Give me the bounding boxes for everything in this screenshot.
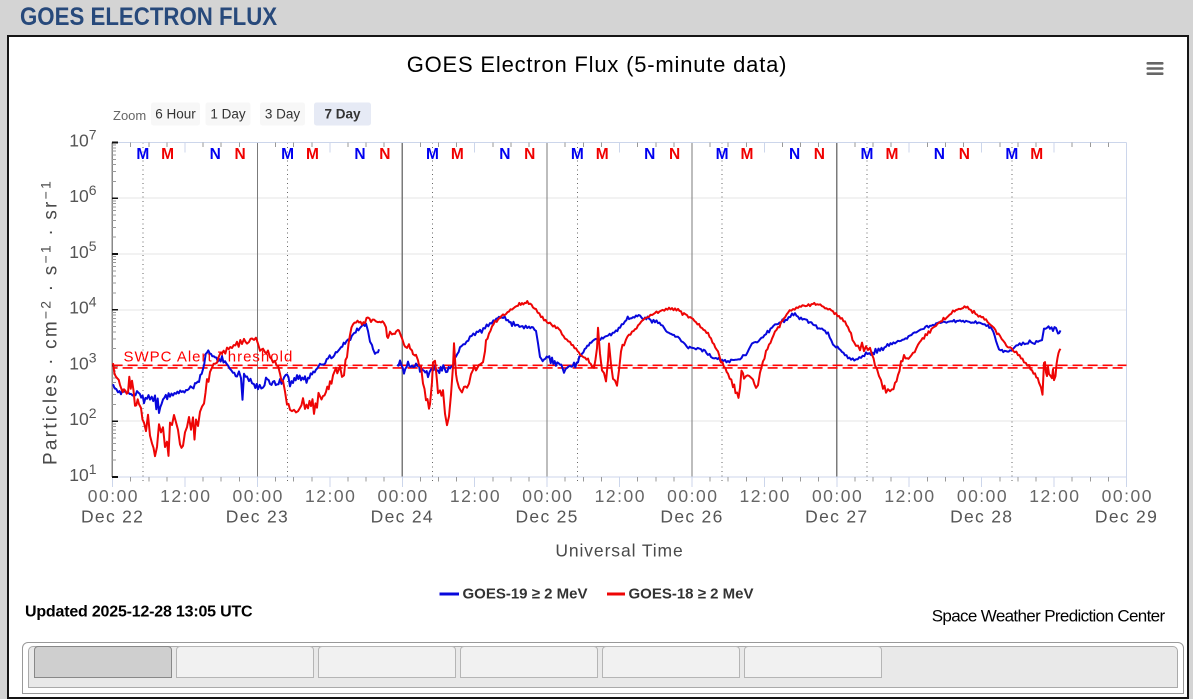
svg-text:3 Day: 3 Day <box>265 107 301 122</box>
svg-text:M: M <box>571 146 584 163</box>
svg-text:101: 101 <box>69 461 96 485</box>
svg-text:N: N <box>210 146 221 163</box>
svg-text:103: 103 <box>69 349 96 373</box>
svg-text:M: M <box>716 146 729 163</box>
svg-text:12:00: 12:00 <box>160 486 211 506</box>
svg-text:Space Weather Prediction Cente: Space Weather Prediction Center <box>932 607 1166 626</box>
svg-text:00:00: 00:00 <box>957 486 1008 506</box>
svg-text:GOES-19 ≥ 2 MeV: GOES-19 ≥ 2 MeV <box>463 586 588 603</box>
svg-text:N: N <box>499 146 510 163</box>
svg-text:Dec 24: Dec 24 <box>371 507 434 527</box>
svg-text:12:00: 12:00 <box>740 486 791 506</box>
svg-text:12:00: 12:00 <box>595 486 646 506</box>
svg-text:Dec 28: Dec 28 <box>950 507 1013 527</box>
svg-text:SWPC Alert Threshold: SWPC Alert Threshold <box>124 349 294 366</box>
svg-text:12:00: 12:00 <box>884 486 935 506</box>
svg-text:12:00: 12:00 <box>305 486 356 506</box>
svg-text:102: 102 <box>69 405 96 429</box>
svg-text:Dec 27: Dec 27 <box>805 507 868 527</box>
svg-text:104: 104 <box>69 294 96 318</box>
svg-text:N: N <box>234 146 245 163</box>
svg-text:M: M <box>136 146 149 163</box>
svg-text:Dec 23: Dec 23 <box>226 507 289 527</box>
svg-text:M: M <box>306 146 319 163</box>
svg-text:Universal Time: Universal Time <box>555 541 683 561</box>
svg-text:N: N <box>354 146 365 163</box>
svg-text:00:00: 00:00 <box>1102 486 1153 506</box>
svg-text:Dec 22: Dec 22 <box>81 507 144 527</box>
svg-text:00:00: 00:00 <box>88 486 139 506</box>
svg-text:00:00: 00:00 <box>812 486 863 506</box>
svg-text:Dec 26: Dec 26 <box>660 507 723 527</box>
svg-text:M: M <box>1005 146 1018 163</box>
svg-text:12:00: 12:00 <box>1029 486 1080 506</box>
svg-text:6 Hour: 6 Hour <box>155 107 196 122</box>
svg-text:N: N <box>524 146 535 163</box>
svg-text:M: M <box>885 146 898 163</box>
svg-text:1 Day: 1 Day <box>210 107 246 122</box>
svg-text:107: 107 <box>69 126 96 150</box>
svg-text:M: M <box>161 146 174 163</box>
svg-text:M: M <box>451 146 464 163</box>
svg-text:00:00: 00:00 <box>522 486 573 506</box>
svg-text:Zoom: Zoom <box>113 108 146 123</box>
svg-text:7 Day: 7 Day <box>324 107 361 122</box>
svg-text:Updated 2025-12-28 13:05 UTC: Updated 2025-12-28 13:05 UTC <box>25 604 253 621</box>
svg-text:00:00: 00:00 <box>233 486 284 506</box>
svg-text:GOES-18 ≥ 2 MeV: GOES-18 ≥ 2 MeV <box>629 586 754 603</box>
svg-text:M: M <box>426 146 439 163</box>
svg-text:M: M <box>1030 146 1043 163</box>
svg-text:N: N <box>814 146 825 163</box>
svg-text:105: 105 <box>69 238 96 262</box>
svg-text:N: N <box>789 146 800 163</box>
svg-text:N: N <box>669 146 680 163</box>
svg-text:N: N <box>644 146 655 163</box>
svg-text:M: M <box>281 146 294 163</box>
svg-text:N: N <box>959 146 970 163</box>
svg-text:N: N <box>934 146 945 163</box>
svg-text:M: M <box>596 146 609 163</box>
svg-text:M: M <box>741 146 754 163</box>
svg-text:N: N <box>379 146 390 163</box>
svg-text:M: M <box>861 146 874 163</box>
svg-text:00:00: 00:00 <box>667 486 718 506</box>
svg-text:12:00: 12:00 <box>450 486 501 506</box>
svg-text:Dec 29: Dec 29 <box>1095 507 1158 527</box>
svg-text:00:00: 00:00 <box>377 486 428 506</box>
svg-text:Dec 25: Dec 25 <box>515 507 578 527</box>
svg-text:Particles · cm−2 · s−1 · sr−1: Particles · cm−2 · s−1 · sr−1 <box>38 179 62 465</box>
svg-text:GOES Electron Flux (5-minute d: GOES Electron Flux (5-minute data) <box>407 52 788 77</box>
svg-text:106: 106 <box>69 182 96 206</box>
